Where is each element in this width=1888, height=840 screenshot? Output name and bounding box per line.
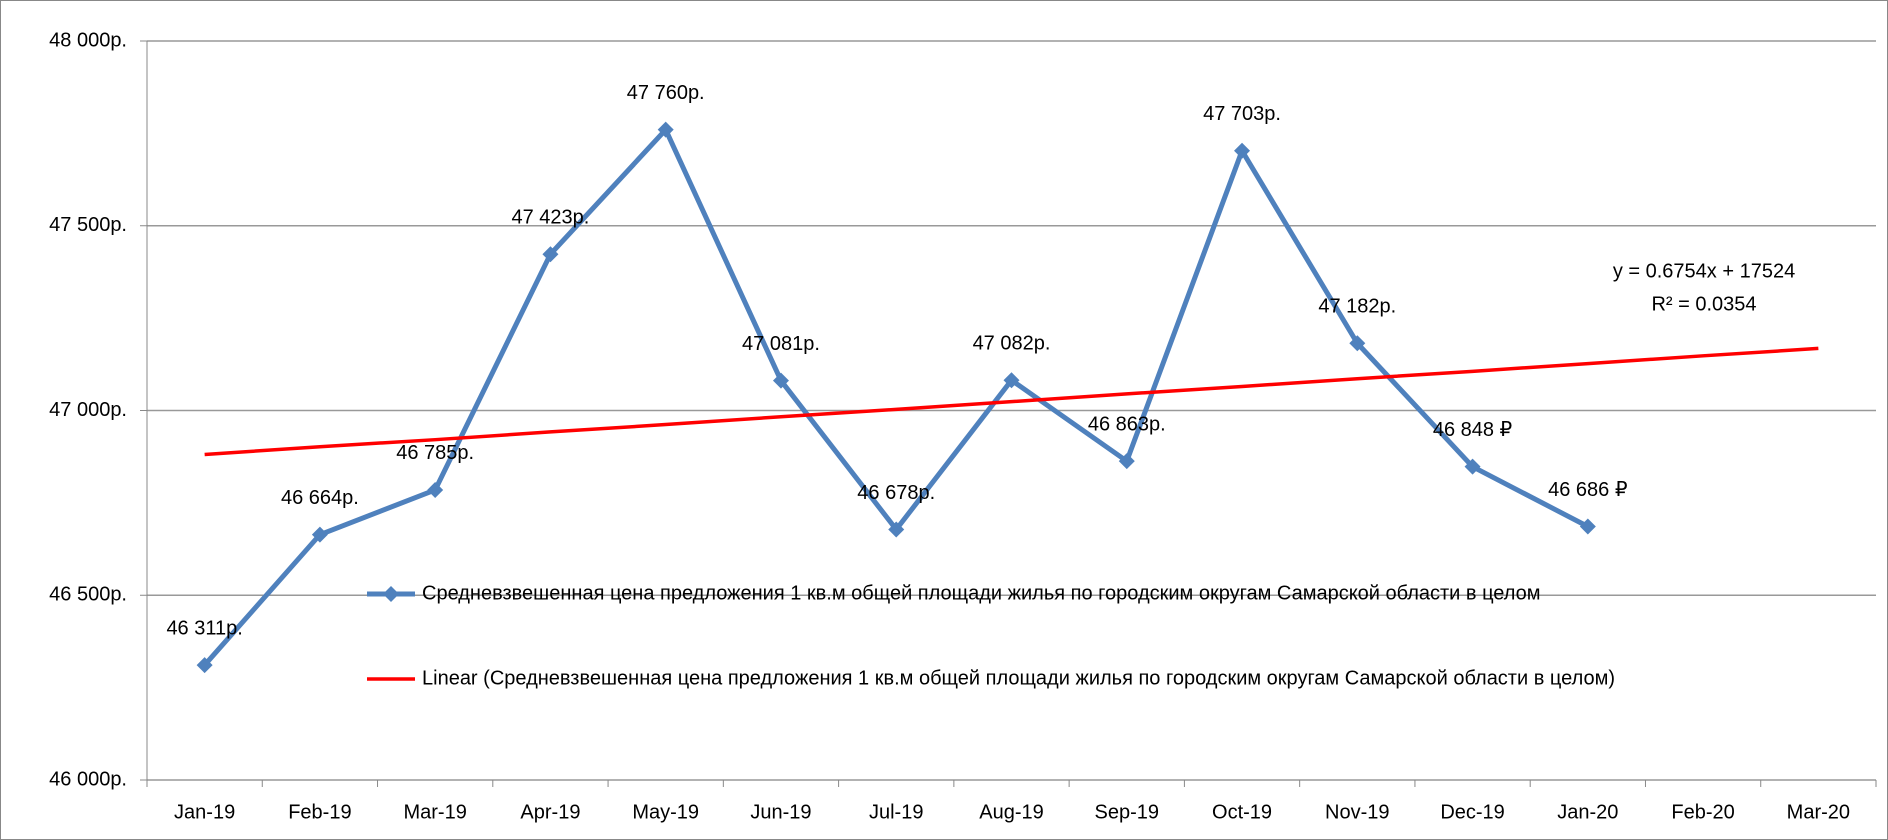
data-label: 46 686 ₽ [1548, 479, 1628, 501]
point-marker [888, 521, 905, 538]
point-marker [1464, 458, 1481, 475]
x-tick-label: Mar-19 [403, 801, 466, 823]
data-label: 47 081р. [742, 333, 820, 355]
point-marker [196, 657, 213, 674]
legend-label: Linear (Средневзвешенная цена предложени… [422, 667, 1615, 689]
data-label: 46 678р. [857, 482, 935, 504]
series-line [204, 346, 1819, 457]
point-marker [1003, 372, 1020, 389]
point-marker [1579, 518, 1596, 535]
x-tick-label: May-19 [632, 801, 699, 823]
data-label: 46 785р. [396, 442, 474, 464]
x-tick-label: Feb-20 [1671, 801, 1734, 823]
trend-r2: R² = 0.0354 [1651, 293, 1756, 315]
x-tick-label: Apr-19 [520, 801, 580, 823]
point-marker [1118, 453, 1135, 470]
data-label: 46 863р. [1088, 413, 1166, 435]
y-tick-label: 48 000р. [49, 29, 127, 51]
x-tick-label: Nov-19 [1325, 801, 1389, 823]
x-tick-label: Feb-19 [288, 801, 351, 823]
data-label: 46 664р. [281, 487, 359, 509]
point-marker [1234, 142, 1251, 159]
x-tick-label: Dec-19 [1440, 801, 1504, 823]
point-marker [311, 526, 328, 543]
data-label: 47 182р. [1318, 296, 1396, 318]
data-label: 46 311р. [166, 617, 242, 639]
legend-label: Средневзвешенная цена предложения 1 кв.м… [422, 582, 1541, 604]
y-tick-label: 47 500р. [49, 214, 127, 236]
trend-equation: y = 0.6754x + 17524 [1613, 260, 1795, 282]
x-tick-label: Jul-19 [869, 801, 923, 823]
point-marker [772, 372, 789, 389]
legend-marker [383, 586, 399, 602]
x-tick-label: Jun-19 [750, 801, 811, 823]
data-label: 47 082р. [973, 332, 1051, 354]
y-tick-label: 47 000р. [49, 399, 127, 421]
y-tick-label: 46 500р. [49, 584, 127, 606]
x-tick-label: Aug-19 [979, 801, 1044, 823]
x-tick-label: Jan-19 [174, 801, 235, 823]
data-label: 46 848 ₽ [1433, 419, 1513, 441]
point-marker [1349, 335, 1366, 352]
data-label: 47 423р. [512, 206, 590, 228]
x-tick-label: Oct-19 [1212, 801, 1272, 823]
data-label: 47 760р. [627, 82, 705, 104]
y-tick-label: 46 000р. [49, 768, 127, 790]
point-marker [657, 121, 674, 138]
x-tick-label: Sep-19 [1095, 801, 1160, 823]
data-label: 47 703р. [1203, 103, 1281, 125]
point-marker [542, 246, 559, 263]
point-marker [427, 481, 444, 498]
x-tick-label: Jan-20 [1557, 801, 1618, 823]
x-tick-label: Mar-20 [1787, 801, 1850, 823]
